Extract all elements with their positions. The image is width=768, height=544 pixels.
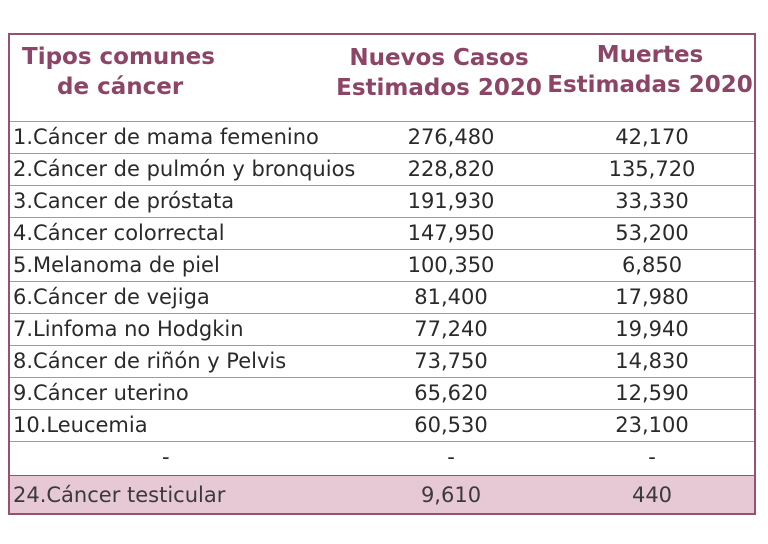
- cancer-type-cell: -: [162, 445, 170, 469]
- deaths-cell: 53,200: [615, 221, 689, 245]
- deaths-cell: -: [648, 445, 656, 469]
- table-row: 5.Melanoma de piel 100,350 6,850: [10, 249, 754, 281]
- table-row: 4.Cáncer colorrectal 147,950 53,200: [10, 217, 754, 249]
- table-row: 8.Cáncer de riñón y Pelvis 73,750 14,830: [10, 345, 754, 377]
- header-cancer-type: Tipos comunes de cáncer: [22, 44, 215, 100]
- table-row: 1.Cáncer de mama femenino 276,480 42,170: [10, 121, 754, 153]
- deaths-cell: 440: [631, 483, 673, 507]
- new-cases-cell: 147,950: [407, 221, 495, 245]
- cancer-type-cell: 9.Cáncer uterino: [13, 381, 189, 405]
- cancer-type-cell: 24.Cáncer testicular: [13, 483, 226, 507]
- deaths-cell: 12,590: [615, 381, 689, 405]
- cancer-type-cell: 5.Melanoma de piel: [13, 253, 220, 277]
- deaths-cell: 6,850: [621, 253, 683, 277]
- new-cases-cell: 9,610: [420, 483, 482, 507]
- new-cases-cell: 276,480: [407, 125, 495, 149]
- new-cases-cell: 65,620: [414, 381, 488, 405]
- cancer-type-cell: 4.Cáncer colorrectal: [13, 221, 225, 245]
- new-cases-cell: 100,350: [407, 253, 495, 277]
- cancer-type-cell: 6.Cáncer de vejiga: [13, 285, 210, 309]
- table-row: 7.Linfoma no Hodgkin 77,240 19,940: [10, 313, 754, 345]
- cancer-type-cell: 7.Linfoma no Hodgkin: [13, 317, 244, 341]
- table-row: 9.Cáncer uterino 65,620 12,590: [10, 377, 754, 409]
- cancer-type-cell: 2.Cáncer de pulmón y bronquios: [13, 157, 356, 181]
- table-row: 3.Cancer de próstata 191,930 33,330: [10, 185, 754, 217]
- header-new-cases: Nuevos Casos Estimados 2020: [336, 45, 542, 101]
- new-cases-cell: 60,530: [414, 413, 488, 437]
- new-cases-cell: 77,240: [414, 317, 488, 341]
- cancer-type-cell: 3.Cancer de próstata: [13, 189, 235, 213]
- deaths-cell: 17,980: [615, 285, 689, 309]
- deaths-cell: 14,830: [615, 349, 689, 373]
- table-row-highlighted: 24.Cáncer testicular 9,610 440: [10, 475, 754, 513]
- cancer-type-cell: 8.Cáncer de riñón y Pelvis: [13, 349, 287, 373]
- table-row: - - -: [10, 441, 754, 473]
- new-cases-cell: -: [447, 445, 455, 469]
- cancer-statistics-table: Tipos comunes de cáncer Nuevos Casos Est…: [8, 33, 756, 515]
- deaths-cell: 33,330: [615, 189, 689, 213]
- new-cases-cell: 228,820: [407, 157, 495, 181]
- cancer-type-cell: 10.Leucemia: [13, 413, 148, 437]
- header-deaths: Muertes Estimadas 2020: [547, 42, 753, 98]
- table-row: 6.Cáncer de vejiga 81,400 17,980: [10, 281, 754, 313]
- new-cases-cell: 191,930: [407, 189, 495, 213]
- table-header: Tipos comunes de cáncer Nuevos Casos Est…: [10, 35, 754, 121]
- deaths-cell: 23,100: [615, 413, 689, 437]
- cancer-type-cell: 1.Cáncer de mama femenino: [13, 125, 319, 149]
- deaths-cell: 19,940: [615, 317, 689, 341]
- table-row: 10.Leucemia 60,530 23,100: [10, 409, 754, 441]
- table-row: 2.Cáncer de pulmón y bronquios 228,820 1…: [10, 153, 754, 185]
- deaths-cell: 42,170: [615, 125, 689, 149]
- deaths-cell: 135,720: [608, 157, 696, 181]
- new-cases-cell: 81,400: [414, 285, 488, 309]
- new-cases-cell: 73,750: [414, 349, 488, 373]
